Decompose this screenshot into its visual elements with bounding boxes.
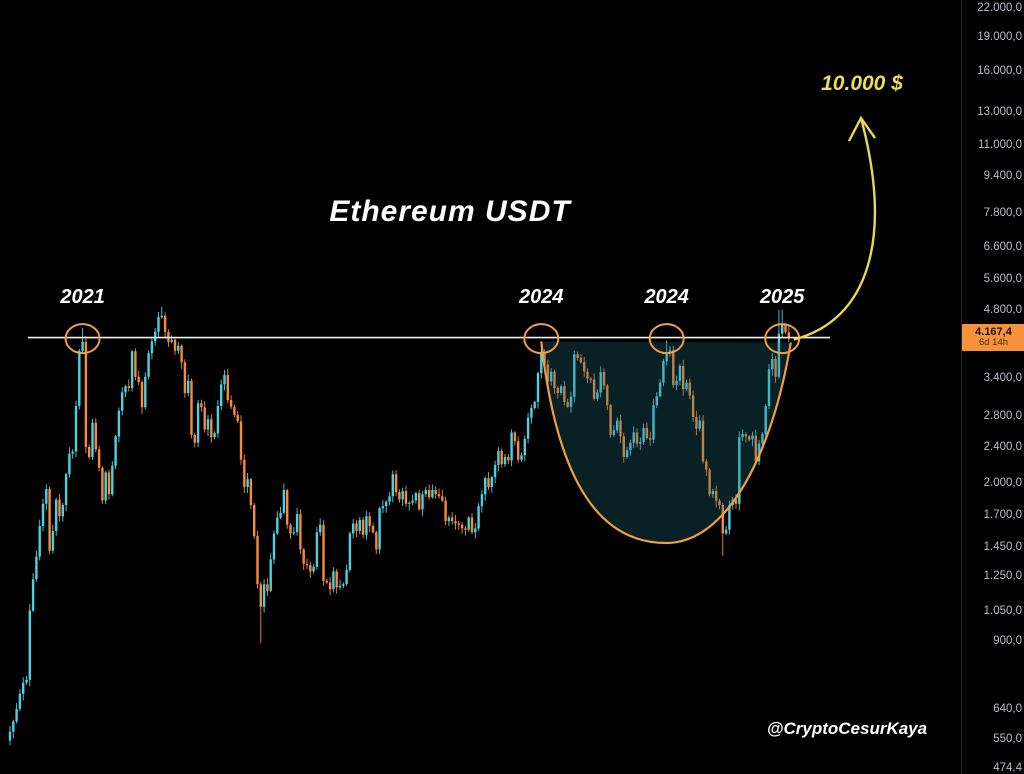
highlight-circle-2024[interactable] [523, 323, 560, 355]
price-tick: 550,0 [993, 732, 1022, 745]
price-tick: 1.250,0 [983, 570, 1022, 583]
cup-pattern-outline[interactable] [540, 341, 792, 545]
price-tick: 2.800,0 [983, 410, 1022, 423]
price-tick: 7.800,0 [983, 207, 1022, 220]
price-tick: 11.000,0 [978, 139, 1022, 152]
price-tick: 16.000,0 [977, 65, 1022, 78]
current-price: 4.167,4 [975, 325, 1012, 338]
price-tick: 1.450,0 [983, 540, 1022, 553]
candle-countdown: 6d 14h [978, 337, 1009, 349]
price-tick: 2.000,0 [983, 477, 1022, 489]
price-axis[interactable]: 22.000,0 19.000,0 16.000,0 13.000,0 11.000,0… [961, 0, 1024, 774]
price-tick: 2.400,0 [983, 440, 1022, 453]
price-tick: 6.600,0 [983, 240, 1022, 253]
price-chart[interactable] [0, 0, 962, 774]
price-tick: 1.050,0 [983, 604, 1022, 617]
highlight-circle-2024[interactable] [648, 323, 685, 355]
price-tick: 9.400,0 [983, 170, 1022, 183]
price-tick: 19.000,0 [977, 31, 1022, 43]
price-tick: 4.800,0 [983, 303, 1022, 316]
current-price-badge: 4.167,4 6d 14h [962, 324, 1024, 352]
price-tick: 3.400,0 [983, 371, 1022, 384]
highlight-circle-2021[interactable] [64, 323, 101, 355]
price-tick: 474,4 [993, 762, 1022, 774]
price-tick: 1.700,0 [983, 509, 1022, 522]
trend-arrow[interactable] [793, 117, 877, 341]
price-tick: 22.000,0 [977, 2, 1022, 14]
price-tick: 640,0 [993, 702, 1022, 715]
price-tick: 13.000,0 [977, 106, 1022, 119]
price-tick: 900,0 [993, 635, 1022, 648]
trend-arrow-head [847, 115, 876, 142]
price-tick: 5.600,0 [983, 273, 1022, 285]
cup-pattern-fill [541, 341, 791, 543]
